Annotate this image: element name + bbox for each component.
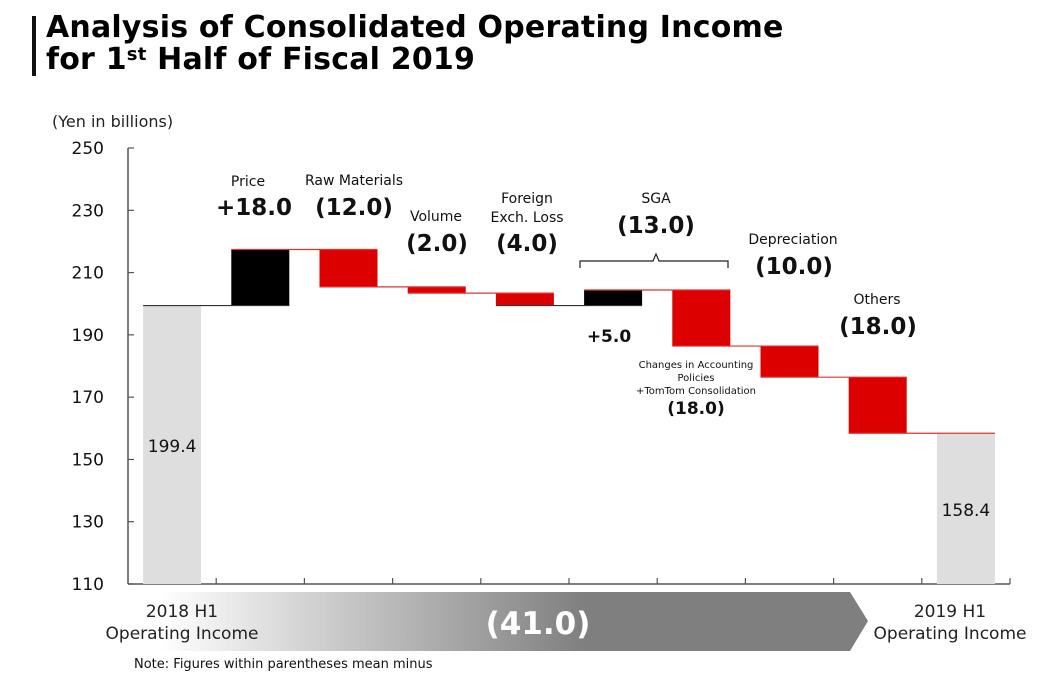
y-tick-label: 150 [72, 450, 104, 470]
increase-bar [231, 249, 290, 306]
title-line-2-pre: for 1 [46, 42, 127, 77]
page-title: Analysis of Consolidated Operating Incom… [46, 12, 784, 76]
title-superscript: st [126, 44, 147, 65]
step-value-label: (18.0) [839, 314, 917, 340]
step-value-label: (4.0) [496, 231, 558, 257]
y-tick-label: 250 [72, 139, 104, 159]
x-label-start-line2: Operating Income [105, 624, 259, 644]
y-tick-label: 170 [72, 388, 104, 408]
x-label-end-line2: Operating Income [873, 624, 1027, 644]
x-label-start: 2018 H1 Operating Income [92, 601, 272, 645]
step-caption: Foreign [501, 191, 553, 207]
step-caption: Price [231, 174, 265, 190]
title-line-2-post: Half of Fiscal 2019 [146, 42, 476, 77]
decrease-bar [848, 377, 907, 434]
increase-bar [584, 290, 643, 306]
title-line-2: for 1st Half of Fiscal 2019 [46, 44, 784, 76]
step-caption: Policies [678, 373, 715, 384]
step-value-label: +5.0 [587, 327, 632, 347]
y-axis-unit-label: (Yen in billions) [52, 112, 174, 131]
y-tick-label: 190 [72, 326, 104, 346]
step-value-label: +18.0 [216, 195, 292, 221]
step-caption: Raw Materials [305, 173, 403, 189]
x-label-end-line1: 2019 H1 [913, 602, 987, 622]
title-accent-bar [32, 16, 36, 76]
step-value-label: (10.0) [755, 254, 833, 280]
y-tick-label: 130 [72, 513, 104, 533]
decrease-bar [407, 286, 466, 294]
step-value-label: (12.0) [315, 195, 393, 221]
total-bar [936, 433, 995, 584]
total-bar [143, 305, 202, 584]
group-bracket [579, 252, 729, 268]
step-value-label: (18.0) [667, 399, 724, 419]
x-label-end: 2019 H1 Operating Income [862, 601, 1037, 645]
decrease-bar [495, 293, 554, 306]
step-caption: Changes in Accounting [639, 360, 754, 371]
group-caption: SGA [641, 191, 671, 207]
title-line-1: Analysis of Consolidated Operating Incom… [46, 10, 784, 45]
step-caption: +TomTom Consolidation [636, 386, 756, 397]
step-caption: Others [853, 292, 900, 308]
group-value-label: (13.0) [617, 213, 695, 239]
x-label-start-line1: 2018 H1 [145, 602, 219, 622]
total-change-label: (41.0) [486, 606, 591, 642]
decrease-bar [760, 346, 819, 378]
y-tick-label: 110 [72, 575, 104, 595]
step-caption: Exch. Loss [490, 210, 563, 226]
total-value-label: 199.4 [148, 437, 197, 457]
step-caption: Volume [410, 209, 462, 225]
step-value-label: (2.0) [406, 231, 468, 257]
total-value-label: 158.4 [942, 501, 991, 521]
y-tick-label: 230 [72, 201, 104, 221]
y-tick-label: 210 [72, 264, 104, 284]
total-change-arrow [160, 592, 868, 651]
step-caption: Depreciation [748, 232, 837, 248]
decrease-bar [672, 290, 731, 347]
footnote: Note: Figures within parentheses mean mi… [134, 657, 433, 672]
decrease-bar [319, 249, 378, 287]
